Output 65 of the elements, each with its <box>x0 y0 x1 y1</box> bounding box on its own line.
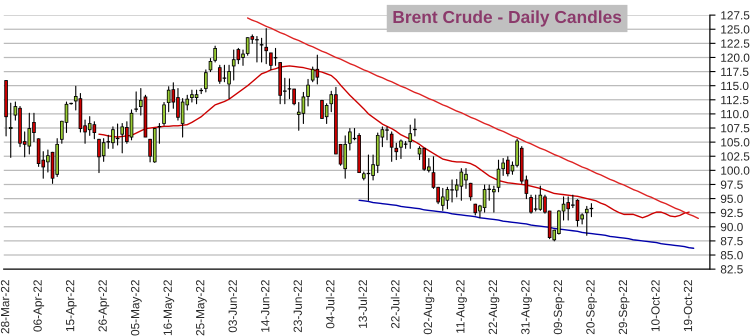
candlestick <box>440 188 445 211</box>
candlestick <box>408 124 412 149</box>
y-tick-label: 85.0 <box>720 251 743 260</box>
x-tick-label: 22-Aug-22 <box>488 280 500 334</box>
y-tick-label: 115.0 <box>721 82 749 90</box>
candlestick <box>260 38 264 63</box>
line-series <box>358 200 694 249</box>
candlestick <box>584 206 589 236</box>
candlestick <box>390 131 394 162</box>
x-tick-label: 10-Oct-22 <box>651 280 660 332</box>
x-tick-label: 29-Sep-22 <box>618 280 630 334</box>
y-tick-label: 127.5 <box>721 11 750 20</box>
x-tick-label: 31-Aug-22 <box>521 280 532 334</box>
x-tick-label: 28-Mar-22 <box>0 280 10 334</box>
x-tick-label: 13-Jul-22 <box>358 280 367 328</box>
x-tick-label: 04-Jul-22 <box>326 280 334 328</box>
x-tick-label: 22-Jul-22 <box>390 280 400 328</box>
x-tick-label: 19-Oct-22 <box>684 280 692 332</box>
y-tick-label: 110.0 <box>721 110 749 118</box>
candlestick <box>208 58 212 72</box>
x-tick-label: 11-Aug-22 <box>456 280 467 333</box>
candlestick <box>204 69 208 92</box>
y-tick-label: 112.5 <box>721 96 748 104</box>
y-tick-label: 122.5 <box>721 39 750 48</box>
x-tick-label: 06-Apr-22 <box>33 280 44 332</box>
y-tick-label: 117.5 <box>721 68 748 76</box>
candlestick <box>158 122 162 144</box>
y-tick-label: 120.0 <box>721 53 750 62</box>
x-tick-label: 05-May-22 <box>130 280 142 336</box>
x-tick-label: 23-Jun-22 <box>294 280 302 332</box>
x-tick-label: 14-Jun-22 <box>261 280 270 332</box>
candlestick <box>8 102 13 158</box>
y-tick-label: 125.0 <box>721 25 750 34</box>
x-tick-label: 26-Apr-22 <box>98 280 110 332</box>
candlestick <box>120 122 124 154</box>
y-tick-label: 90.0 <box>720 222 743 232</box>
candlestick <box>473 204 478 216</box>
x-tick-label: 03-Jun-22 <box>228 280 237 332</box>
candlestick <box>394 142 398 160</box>
chart-title: Brent Crude - Daily Candles <box>393 10 622 27</box>
candlestick <box>264 28 268 64</box>
candlestick <box>310 66 315 82</box>
y-tick-label: 107.5 <box>721 124 750 132</box>
y-tick-label: 102.5 <box>721 152 750 161</box>
y-tick-label: 82.5 <box>720 265 743 274</box>
x-tick-label: 16-May-22 <box>163 280 174 336</box>
x-tick-label: 15-Apr-22 <box>66 280 77 332</box>
candlestick <box>496 160 500 192</box>
x-tick-label: 20-Sep-22 <box>586 280 597 334</box>
candlestick <box>468 182 472 201</box>
y-tick-label: 100.0 <box>721 166 750 175</box>
candlestick <box>218 64 222 84</box>
candlestick <box>162 102 166 126</box>
y-tick-label: 105.0 <box>721 138 750 147</box>
candlestick <box>134 91 138 112</box>
candlestick <box>213 46 217 63</box>
y-tick-label: 95.0 <box>720 194 743 203</box>
x-tick-label: 25-May-22 <box>196 280 207 336</box>
x-tick-label: 02-Aug-22 <box>424 280 434 334</box>
y-tick-label: 97.5 <box>720 180 743 189</box>
y-tick-label: 92.5 <box>720 208 743 218</box>
line-series <box>98 65 690 218</box>
x-tick-label: 09-Sep-22 <box>554 280 564 334</box>
candlestick <box>232 50 236 81</box>
y-tick-label: 87.5 <box>720 236 743 246</box>
